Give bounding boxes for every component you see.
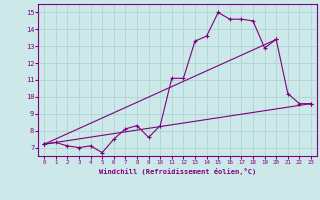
X-axis label: Windchill (Refroidissement éolien,°C): Windchill (Refroidissement éolien,°C) [99, 168, 256, 175]
